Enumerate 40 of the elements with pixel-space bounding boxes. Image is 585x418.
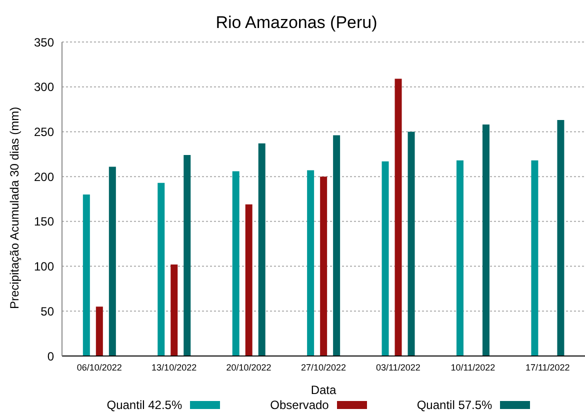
bar: [258, 143, 266, 356]
y-tick-label: 50: [40, 304, 54, 318]
y-tick-label: 300: [34, 80, 54, 94]
x-tick-label: 20/10/2022: [226, 362, 272, 372]
bar: [96, 306, 103, 356]
y-tick-label: 150: [34, 214, 54, 229]
bar: [170, 264, 178, 356]
bar: [531, 160, 538, 356]
x-tick-label: 27/10/2022: [300, 362, 346, 372]
bar: [320, 176, 328, 356]
x-tick-label: 17/11/2022: [525, 362, 570, 372]
legend-label: Quantil 42.5%: [106, 398, 182, 412]
x-tick-label: 13/10/2022: [152, 362, 197, 372]
chart-title: Rio Amazonas (Peru): [216, 13, 378, 32]
bar: [394, 78, 402, 356]
x-tick-label: 03/11/2022: [376, 362, 420, 372]
bar: [482, 124, 490, 356]
x-tick-label: 10/11/2022: [450, 362, 496, 372]
x-axis-title: Data: [310, 383, 336, 397]
bar: [158, 182, 165, 356]
bar: [557, 120, 564, 356]
legend-label: Observado: [270, 398, 329, 412]
y-axis-title: Precipitação Acumulada 30 dias (mm): [7, 106, 22, 309]
bar: [232, 171, 240, 356]
y-tick-label: 250: [34, 124, 54, 139]
y-tick-label: 100: [34, 260, 54, 274]
y-tick-label: 0: [47, 349, 54, 364]
bar: [108, 166, 116, 356]
bar: [333, 135, 340, 356]
bar: [456, 160, 464, 356]
legend-label: Quantil 57.5%: [416, 398, 492, 412]
bar: [184, 155, 191, 356]
bar: [408, 132, 415, 356]
x-tick-label: 06/10/2022: [76, 362, 122, 372]
y-tick-label: 350: [34, 35, 54, 50]
bar: [82, 194, 90, 356]
bar: [382, 161, 389, 356]
y-tick-label: 200: [34, 170, 54, 184]
bar: [245, 204, 252, 356]
bar: [307, 170, 314, 356]
